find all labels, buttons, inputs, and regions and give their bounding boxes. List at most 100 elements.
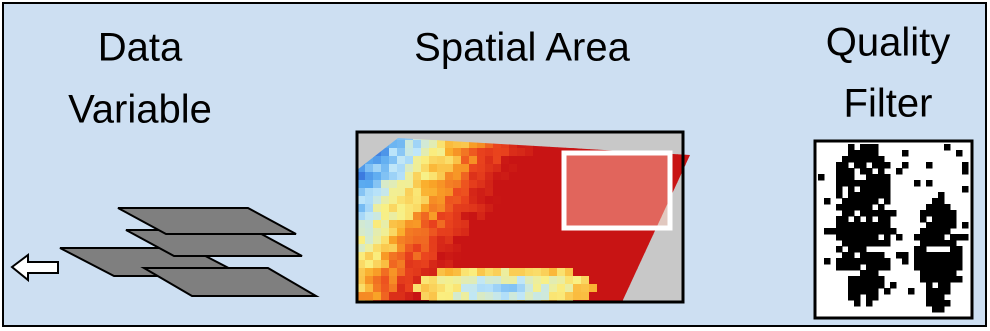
cell bbox=[533, 236, 542, 245]
cell bbox=[926, 294, 933, 301]
cell bbox=[509, 244, 518, 253]
cell bbox=[453, 268, 462, 277]
cell bbox=[605, 252, 614, 261]
cell bbox=[878, 252, 885, 259]
cell bbox=[525, 244, 534, 253]
cell bbox=[477, 268, 486, 277]
cell bbox=[938, 198, 945, 205]
cell bbox=[848, 240, 855, 247]
cell bbox=[589, 252, 598, 261]
cell bbox=[836, 228, 843, 235]
cell bbox=[597, 284, 606, 293]
cell bbox=[445, 156, 454, 165]
cell bbox=[854, 240, 861, 247]
cell bbox=[445, 164, 454, 173]
cell bbox=[621, 244, 630, 253]
cell bbox=[413, 220, 422, 229]
cell bbox=[557, 244, 566, 253]
cell bbox=[485, 260, 494, 269]
cell bbox=[517, 220, 526, 229]
cell bbox=[533, 276, 542, 285]
cell bbox=[944, 264, 951, 271]
cell bbox=[421, 188, 430, 197]
cell bbox=[836, 168, 843, 175]
cell bbox=[866, 186, 873, 193]
cell bbox=[938, 264, 945, 271]
cell bbox=[437, 212, 446, 221]
cell bbox=[613, 276, 622, 285]
cell bbox=[509, 220, 518, 229]
cell bbox=[533, 180, 542, 189]
cell bbox=[872, 174, 879, 181]
cell bbox=[365, 188, 374, 197]
cell bbox=[866, 192, 873, 199]
cell bbox=[397, 252, 406, 261]
cell bbox=[469, 292, 478, 301]
cell bbox=[493, 164, 502, 173]
cell bbox=[944, 258, 951, 265]
cell bbox=[485, 180, 494, 189]
cell bbox=[533, 260, 542, 269]
cell bbox=[437, 196, 446, 205]
cell bbox=[872, 150, 879, 157]
cell bbox=[509, 292, 518, 301]
cell bbox=[437, 252, 446, 261]
cell bbox=[557, 260, 566, 269]
cell bbox=[381, 260, 390, 269]
cell bbox=[589, 244, 598, 253]
cell bbox=[501, 180, 510, 189]
cell bbox=[549, 180, 558, 189]
cell bbox=[397, 276, 406, 285]
cell bbox=[842, 228, 849, 235]
cell bbox=[860, 222, 867, 229]
cell bbox=[517, 228, 526, 237]
cell bbox=[866, 168, 873, 175]
cell bbox=[860, 198, 867, 205]
cell bbox=[365, 228, 374, 237]
cell bbox=[381, 164, 390, 173]
cell bbox=[878, 162, 885, 169]
cell bbox=[525, 268, 534, 277]
cell bbox=[429, 204, 438, 213]
cell bbox=[517, 268, 526, 277]
cell bbox=[605, 276, 614, 285]
cell bbox=[926, 228, 933, 235]
cell bbox=[944, 228, 951, 235]
cell bbox=[884, 210, 891, 217]
cell bbox=[872, 288, 879, 295]
cell bbox=[469, 196, 478, 205]
cell bbox=[944, 216, 951, 223]
cell bbox=[557, 268, 566, 277]
diagram: Data Variable Spatial Area Quality Filte… bbox=[0, 0, 990, 331]
cell bbox=[866, 204, 873, 211]
cell bbox=[613, 284, 622, 293]
cell bbox=[485, 196, 494, 205]
cell bbox=[421, 212, 430, 221]
cell bbox=[866, 270, 873, 277]
cell bbox=[605, 260, 614, 269]
cell bbox=[866, 258, 873, 265]
cell bbox=[381, 252, 390, 261]
cell bbox=[860, 270, 867, 277]
cell bbox=[950, 222, 957, 229]
cell bbox=[557, 252, 566, 261]
cell bbox=[549, 268, 558, 277]
cell bbox=[405, 188, 414, 197]
cell bbox=[469, 276, 478, 285]
cell bbox=[469, 244, 478, 253]
cell bbox=[413, 140, 422, 149]
cell bbox=[485, 172, 494, 181]
cell bbox=[517, 244, 526, 253]
cell bbox=[541, 196, 550, 205]
cell bbox=[890, 210, 897, 217]
cell bbox=[557, 292, 566, 301]
cell bbox=[477, 204, 486, 213]
cell bbox=[397, 260, 406, 269]
cell bbox=[485, 148, 494, 157]
cell bbox=[485, 204, 494, 213]
cell bbox=[878, 222, 885, 229]
cell bbox=[629, 252, 638, 261]
cell bbox=[421, 148, 430, 157]
cell bbox=[926, 276, 933, 283]
cell bbox=[501, 268, 510, 277]
